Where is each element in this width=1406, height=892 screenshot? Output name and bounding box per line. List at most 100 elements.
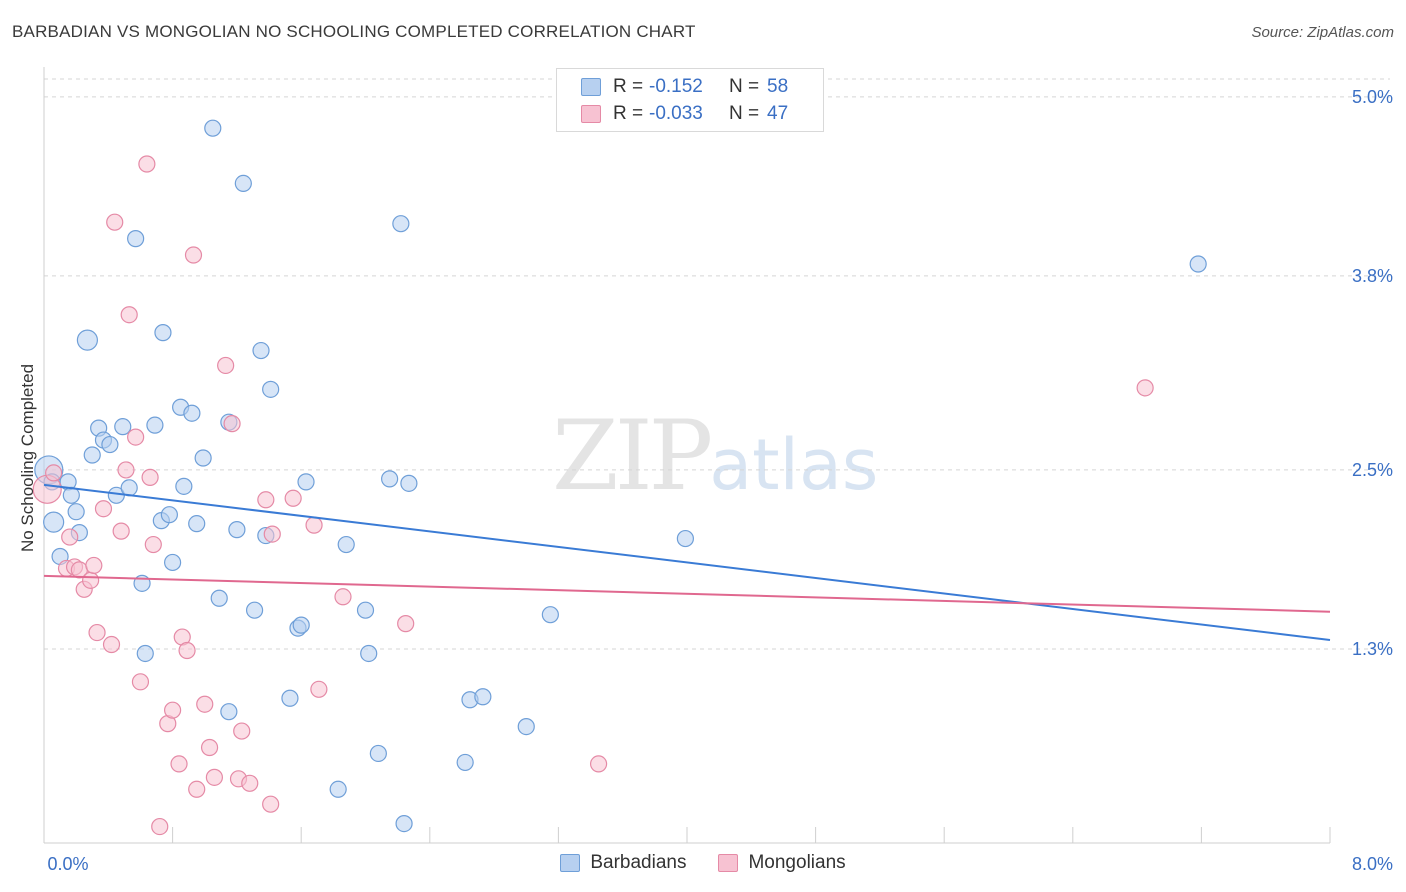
- barbadian-point: [381, 470, 399, 488]
- barbadian-point: [228, 521, 246, 539]
- axes: [43, 67, 1331, 844]
- barbadian-point: [297, 473, 315, 491]
- barbadian-point: [83, 446, 101, 464]
- y-tick-label: 5.0%: [1352, 87, 1393, 107]
- mongolian-point: [120, 306, 138, 324]
- mongolian-point: [178, 641, 196, 660]
- y-tick-label: 2.5%: [1352, 460, 1393, 480]
- mongolian-point: [85, 556, 103, 575]
- barbadian-point: [541, 606, 559, 624]
- barbadian-point: [136, 644, 154, 663]
- mongolian-point: [164, 701, 182, 719]
- y-axis-label: No Schooling Completed: [18, 363, 37, 553]
- barbadian-point: [76, 329, 99, 351]
- y-tick-label: 3.8%: [1352, 266, 1393, 286]
- barbadian-point: [210, 589, 228, 607]
- mongolian-point: [94, 500, 113, 518]
- chart-title: BARBADIAN VS MONGOLIAN NO SCHOOLING COMP…: [12, 22, 696, 41]
- legend-n-value: 58: [767, 76, 789, 97]
- mongolian-point: [188, 780, 206, 798]
- barbadian-point: [456, 753, 474, 772]
- mongolian-point: [334, 588, 352, 606]
- barbadian-point: [127, 230, 145, 248]
- barbadian-trend-line: [43, 483, 1331, 642]
- barbadian-point: [67, 503, 85, 521]
- barbadian-point: [360, 644, 378, 663]
- mongolian-point: [151, 817, 169, 836]
- watermark-atlas: atlas: [709, 424, 879, 506]
- mongolian-point: [170, 755, 188, 773]
- barbadian-point: [160, 506, 178, 524]
- mongolian-point: [262, 795, 280, 813]
- barbadian-point: [262, 380, 280, 398]
- legend-r-label: R =: [613, 103, 644, 124]
- mongolian-point: [1136, 379, 1154, 397]
- mongolian-point: [589, 755, 608, 773]
- barbadian-point: [154, 324, 172, 342]
- mongolian-point: [257, 491, 275, 509]
- barbadian-point: [194, 449, 212, 467]
- barbadian-point: [120, 479, 138, 497]
- mongolian-point: [205, 768, 223, 786]
- mongolian-point: [284, 489, 302, 507]
- barbadian-point: [281, 689, 299, 707]
- barbadian-point: [114, 418, 132, 436]
- barbadian-point: [146, 416, 164, 434]
- trend-lines: [43, 483, 1331, 642]
- mongolian-point: [184, 246, 203, 264]
- legend-label-barbadians: Barbadians: [590, 852, 687, 873]
- mongolian-point: [217, 356, 235, 375]
- legend-r-value: -0.033: [649, 103, 703, 124]
- barbadian-point: [101, 435, 119, 454]
- barbadian-point: [204, 119, 222, 137]
- mongolian-point: [263, 525, 281, 543]
- mongolian-point: [305, 516, 323, 534]
- legend-label-mongolians: Mongolians: [748, 852, 846, 873]
- mongolian-point: [144, 535, 162, 554]
- barbadian-point: [517, 717, 535, 736]
- mongolian-trend-line: [43, 574, 1331, 613]
- watermark: ZIPatlas: [552, 400, 878, 512]
- barbadian-point: [245, 601, 264, 619]
- mongolian-point: [138, 155, 156, 173]
- barbadian-points: [34, 119, 1207, 833]
- mongolian-point: [200, 738, 219, 757]
- barbadian-point: [1189, 255, 1207, 273]
- barbadian-point: [43, 511, 65, 533]
- mongolian-point: [106, 213, 124, 231]
- barbadian-point: [188, 515, 206, 533]
- tick-labels: 1.3% 2.5% 3.8% 5.0% 0.0% 8.0%: [47, 87, 1393, 874]
- mongolian-point: [127, 428, 145, 446]
- barbadian-point: [337, 535, 355, 554]
- legend-swatch-mongolians: [581, 105, 601, 123]
- barbadian-point: [400, 474, 418, 492]
- barbadian-point: [220, 703, 238, 721]
- barbadian-point: [369, 744, 387, 763]
- x-tick-label: 8.0%: [1352, 854, 1393, 874]
- grid-lines: [44, 78, 1390, 650]
- barbadian-point: [292, 616, 310, 634]
- mongolian-point: [88, 623, 106, 642]
- legend-swatch-barbadians: [581, 78, 601, 96]
- mongolian-point: [196, 695, 214, 713]
- mongolian-points: [32, 155, 1154, 836]
- mongolian-point: [82, 571, 100, 589]
- mongolian-point: [102, 635, 121, 654]
- barbadian-point: [356, 601, 375, 619]
- barbadian-point: [474, 688, 492, 706]
- barbadian-point: [329, 780, 347, 798]
- mongolian-point: [112, 522, 130, 540]
- barbadian-point: [676, 529, 694, 548]
- legend-item-barbadians[interactable]: Barbadians: [560, 852, 686, 874]
- legend-row-mongolians: R = -0.033 N = 47: [581, 102, 788, 126]
- barbadian-point: [392, 215, 410, 233]
- barbadian-point: [395, 814, 413, 833]
- mongolian-point: [397, 615, 415, 633]
- legend-r-value: -0.152: [649, 76, 703, 97]
- mongolian-point: [233, 722, 251, 740]
- barbadian-point: [175, 477, 193, 495]
- legend-r-label: R =: [613, 76, 644, 97]
- watermark-zip: ZIP: [552, 400, 713, 512]
- legend-item-mongolians[interactable]: Mongolians: [718, 852, 846, 874]
- series-legend: Barbadians Mongolians: [0, 852, 1406, 874]
